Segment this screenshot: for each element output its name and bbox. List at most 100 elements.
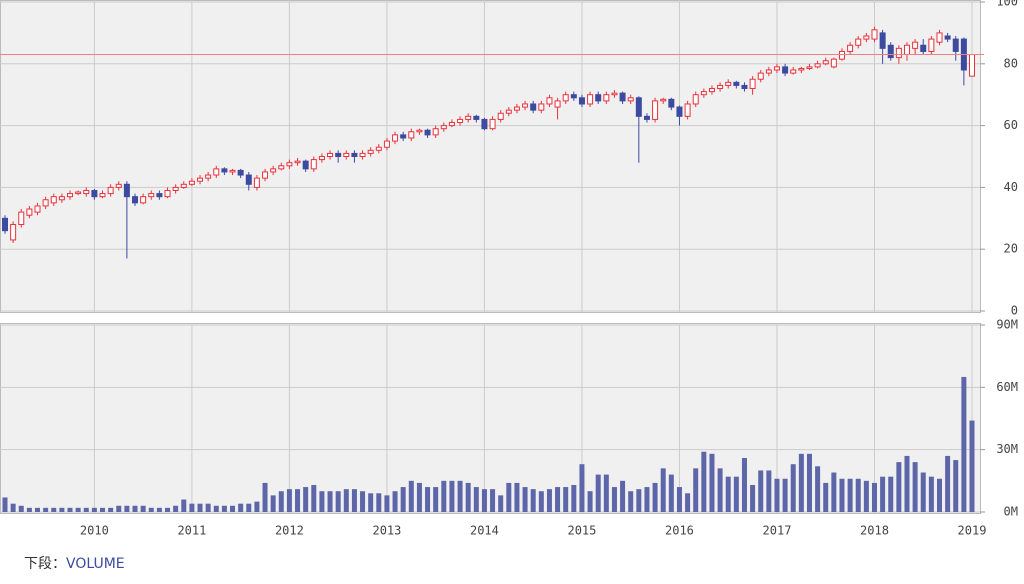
candle-body bbox=[627, 97, 634, 102]
volume-bar bbox=[246, 503, 252, 512]
volume-bar bbox=[855, 478, 861, 512]
candle-body bbox=[603, 94, 610, 102]
candle-body bbox=[912, 41, 919, 49]
volume-bar bbox=[969, 420, 975, 512]
candle-body bbox=[855, 38, 862, 46]
volume-bar bbox=[376, 493, 382, 512]
volume-bar bbox=[880, 476, 886, 512]
candle-body bbox=[741, 84, 748, 90]
volume-bar bbox=[733, 476, 739, 512]
volume-bar bbox=[758, 470, 764, 512]
volume-bar bbox=[693, 468, 699, 512]
candle-body bbox=[392, 134, 399, 142]
footer-link[interactable]: VOLUME bbox=[66, 556, 125, 572]
candle-body bbox=[50, 196, 57, 204]
volume-bar bbox=[546, 489, 552, 512]
volume-bar bbox=[286, 489, 292, 512]
candle-body bbox=[18, 211, 25, 225]
candle-body bbox=[99, 193, 106, 198]
volume-bar bbox=[912, 462, 918, 512]
volume-bar bbox=[790, 464, 796, 512]
volume-bar bbox=[831, 472, 837, 512]
volume-bar bbox=[408, 480, 414, 512]
candle-body bbox=[505, 109, 512, 114]
candle-body bbox=[75, 191, 82, 195]
volume-bar bbox=[83, 507, 89, 512]
plot-area bbox=[0, 323, 981, 514]
volume-bar bbox=[140, 505, 146, 512]
candle-body bbox=[652, 100, 659, 120]
candle-body bbox=[351, 152, 358, 158]
y-tick-label: 60M bbox=[996, 380, 1018, 394]
candle-body bbox=[676, 106, 683, 117]
candle-body bbox=[164, 189, 171, 198]
volume-bar bbox=[254, 501, 260, 512]
volume-bar bbox=[701, 451, 707, 512]
y-tick-label: 0M bbox=[1004, 505, 1018, 519]
x-tick-label: 2011 bbox=[177, 524, 206, 538]
candle-body bbox=[830, 58, 837, 68]
volume-bar bbox=[449, 480, 455, 512]
footer-label: 下段： bbox=[24, 556, 66, 572]
volume-bar bbox=[132, 505, 138, 512]
volume-bar bbox=[555, 487, 561, 512]
candle-body bbox=[400, 134, 407, 139]
candle-body bbox=[278, 165, 285, 170]
candle-body bbox=[213, 168, 220, 176]
candle-body bbox=[359, 152, 366, 158]
candle-body bbox=[578, 97, 585, 105]
candle-body bbox=[448, 122, 455, 127]
candle-body bbox=[270, 168, 277, 173]
volume-bar bbox=[189, 503, 195, 512]
candle-body bbox=[465, 115, 472, 120]
candle-body bbox=[562, 94, 569, 102]
volume-bar bbox=[262, 482, 268, 512]
candle-body bbox=[481, 118, 488, 130]
candle-body bbox=[132, 196, 139, 204]
candle-body bbox=[944, 35, 951, 40]
candle-body bbox=[668, 98, 675, 108]
volume-bar bbox=[725, 476, 731, 512]
volume-bar bbox=[10, 503, 16, 512]
volume-bar bbox=[579, 464, 585, 512]
candle-body bbox=[489, 118, 496, 130]
volume-bar bbox=[173, 505, 179, 512]
candle-body bbox=[123, 183, 130, 198]
volume-bar bbox=[213, 505, 219, 512]
volume-bar bbox=[441, 480, 447, 512]
candle-body bbox=[538, 103, 545, 111]
candle-body bbox=[148, 193, 155, 198]
y-tick-label: 0 bbox=[1011, 304, 1018, 318]
volume-bar bbox=[433, 487, 439, 512]
volume-bar bbox=[116, 505, 122, 512]
chart: 0 20 40 60 80 100 0M 30M 60M 90M 2010 2011 2012 2013 2… bbox=[0, 0, 1018, 538]
volume-bar bbox=[425, 487, 431, 512]
x-tick-label: 2013 bbox=[372, 524, 401, 538]
candle-body bbox=[253, 177, 260, 188]
x-tick-label: 2019 bbox=[958, 524, 987, 538]
volume-bar bbox=[108, 507, 114, 512]
volume-bar bbox=[368, 493, 374, 512]
volume-bar bbox=[400, 487, 406, 512]
candle-body bbox=[595, 94, 602, 102]
volume-bar bbox=[660, 468, 666, 512]
candle-body bbox=[367, 149, 374, 154]
candle-body bbox=[684, 103, 691, 117]
candle-body bbox=[733, 81, 740, 86]
plot-area bbox=[0, 0, 981, 313]
candle-body bbox=[58, 196, 65, 201]
volume-bar bbox=[481, 489, 487, 512]
x-tick-label: 2016 bbox=[665, 524, 694, 538]
candle-body bbox=[936, 32, 943, 43]
volume-bar bbox=[43, 507, 49, 512]
volume-bar bbox=[798, 453, 804, 512]
volume-bar bbox=[35, 507, 41, 512]
candle-body bbox=[879, 32, 886, 49]
volume-bar bbox=[75, 507, 81, 512]
volume-bar bbox=[221, 505, 227, 512]
candle-body bbox=[928, 38, 935, 52]
candle-body bbox=[10, 223, 17, 241]
volume-bar bbox=[148, 507, 154, 512]
volume-bar bbox=[465, 482, 471, 512]
volume-bar bbox=[490, 489, 496, 512]
